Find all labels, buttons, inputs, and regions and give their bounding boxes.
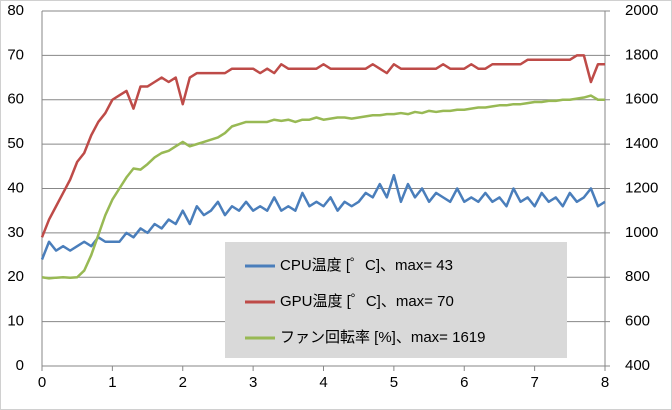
- x-tick-label: 0: [38, 374, 46, 391]
- y-tick-label: 20: [7, 268, 24, 285]
- y2-tick-label: 600: [625, 313, 650, 330]
- series-line: [40, 173, 606, 260]
- x-tick-label: 1: [108, 374, 116, 391]
- series-line: [40, 54, 605, 238]
- x-tick-label: 4: [319, 374, 327, 391]
- y-tick-label: 30: [7, 224, 24, 241]
- legend-label: CPU温度 [゜C]、max= 43: [280, 257, 453, 274]
- x-tick-label: 3: [249, 374, 257, 391]
- series-line: [41, 94, 605, 280]
- y-tick-label: 10: [7, 313, 24, 330]
- x-tick-label: 7: [530, 374, 538, 391]
- y2-tick-label: 800: [625, 268, 650, 285]
- y-tick-label: 0: [16, 357, 24, 374]
- x-tick-label: 5: [390, 374, 398, 391]
- y2-tick-label: 2000: [625, 2, 658, 19]
- y2-tick-label: 400: [625, 357, 650, 374]
- y-tick-label: 80: [7, 2, 24, 19]
- x-tick-label: 6: [460, 374, 468, 391]
- y2-tick-label: 1800: [625, 46, 658, 63]
- y2-tick-label: 1200: [625, 179, 658, 196]
- y-tick-label: 70: [7, 46, 24, 63]
- x-tick-label: 8: [601, 374, 609, 391]
- y2-tick-label: 1400: [625, 135, 658, 152]
- legend-box: [225, 242, 567, 358]
- y2-tick-label: 1600: [625, 91, 658, 108]
- x-tick-label: 2: [179, 374, 187, 391]
- legend-label: ファン回転率 [%]、max= 1619: [280, 329, 485, 346]
- legend-label: GPU温度 [゜C]、max= 70: [280, 293, 454, 310]
- y-tick-label: 60: [7, 91, 24, 108]
- y-tick-label: 40: [7, 179, 24, 196]
- y2-tick-label: 1000: [625, 224, 658, 241]
- y-tick-label: 50: [7, 135, 24, 152]
